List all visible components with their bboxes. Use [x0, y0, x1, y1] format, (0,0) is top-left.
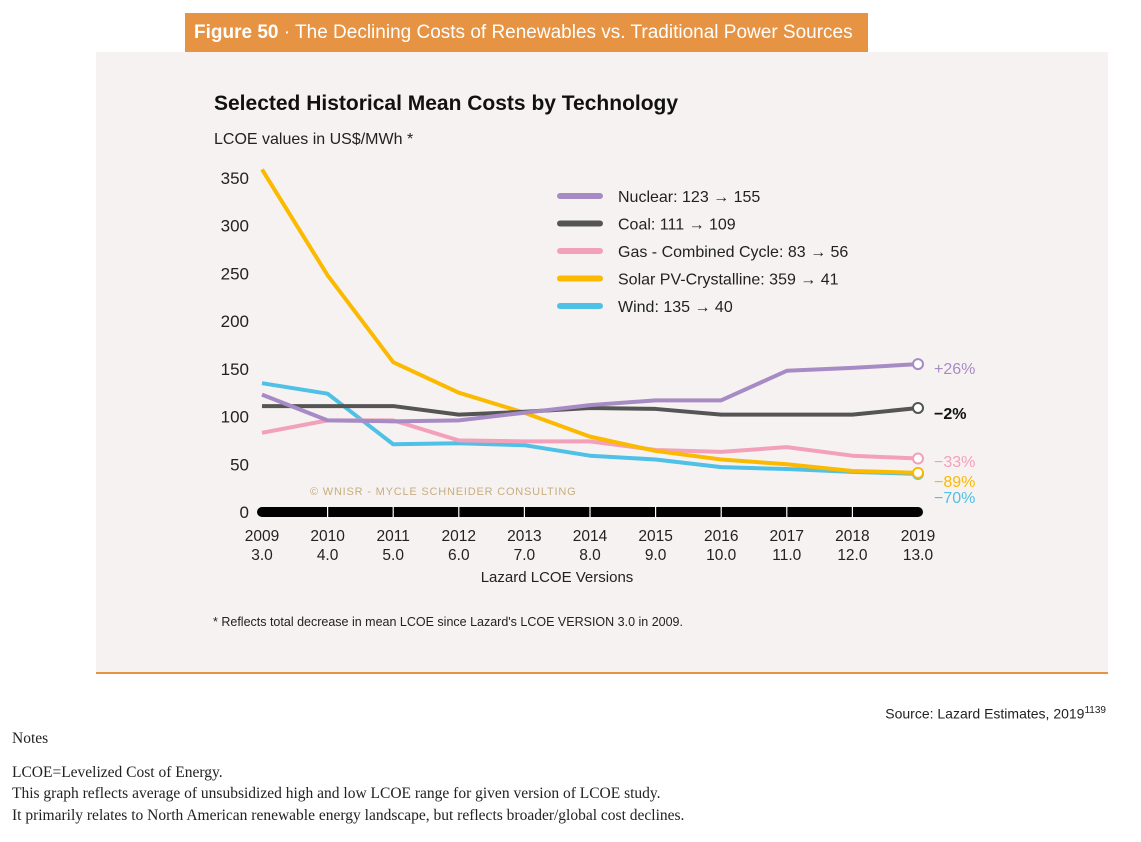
end-label-gas: −33% [934, 454, 975, 471]
source-text: Source: Lazard Estimates, 2019 [885, 705, 1085, 722]
x-tick-label-version: 5.0 [382, 547, 404, 564]
x-tick-label-version: 3.0 [251, 547, 273, 564]
x-tick-label-version: 6.0 [448, 547, 470, 564]
x-tick-label-version: 11.0 [772, 547, 801, 564]
figure-title: The Declining Costs of Renewables vs. Tr… [295, 22, 853, 43]
legend-label-solar: Solar PV-Crystalline: 359 → 41 [618, 272, 839, 289]
legend-label-nuclear: Nuclear: 123 → 155 [618, 189, 760, 206]
figure-header: Figure 50 · The Declining Costs of Renew… [185, 13, 868, 52]
y-tick-label: 300 [221, 217, 249, 236]
series-line-wind [261, 381, 919, 476]
legend-label-coal: Coal: 111 → 109 [618, 217, 736, 234]
end-label-solar: −89% [934, 474, 975, 491]
end-label-coal: −2% [934, 406, 966, 423]
data-point-nuclear [912, 358, 924, 371]
notes-heading: Notes [12, 730, 49, 747]
data-point-gas [912, 452, 924, 465]
series-line-gas [261, 418, 919, 461]
watermark: © WNISR - MYCLE SCHNEIDER CONSULTING [310, 486, 577, 498]
x-tick-label-version: 12.0 [837, 547, 868, 564]
y-tick-label: 200 [221, 312, 249, 331]
notes-line: This graph reflects average of unsubsidi… [12, 785, 661, 802]
x-tick-label: 2012 [442, 528, 476, 545]
y-tick-label: 250 [221, 264, 249, 283]
y-tick-label: 0 [240, 503, 249, 522]
x-tick-label: 2014 [573, 528, 608, 545]
x-tick-label-version: 8.0 [579, 547, 601, 564]
x-axis-label: Lazard LCOE Versions [481, 569, 634, 586]
legend-label-wind: Wind: 135 → 40 [618, 299, 733, 316]
end-label-nuclear: +26% [934, 361, 975, 378]
x-tick-label: 2017 [770, 528, 804, 545]
x-tick-label-version: 4.0 [317, 547, 339, 564]
x-tick-label-version: 13.0 [903, 547, 934, 564]
notes-line: It primarily relates to North American r… [12, 806, 685, 824]
x-tick-label: 2010 [310, 528, 345, 545]
x-tick-label-version: 9.0 [645, 547, 667, 564]
x-tick-label: 2009 [245, 528, 279, 545]
end-label-wind: −70% [934, 490, 975, 507]
x-tick-label: 2011 [377, 528, 410, 545]
notes-section: Notes LCOE=Levelized Cost of Energy. Thi… [12, 728, 684, 826]
figure-number: Figure 50 [194, 22, 279, 43]
data-point-solar [912, 466, 924, 479]
x-tick-label: 2013 [507, 528, 541, 545]
data-point-coal [912, 401, 924, 414]
y-tick-label: 100 [221, 408, 249, 427]
y-tick-label: 350 [221, 169, 249, 188]
chart-title: Selected Historical Mean Costs by Techno… [214, 92, 679, 115]
chart-panel [96, 52, 1108, 674]
x-tick-label: 2019 [901, 528, 935, 545]
x-tick-label-version: 10.0 [706, 547, 737, 564]
legend-label-gas: Gas - Combined Cycle: 83 → 56 [618, 244, 848, 261]
y-tick-label: 150 [221, 360, 249, 379]
x-tick-label: 2015 [638, 528, 672, 545]
source-ref: 1139 [1084, 705, 1106, 716]
source-citation: Source: Lazard Estimates, 20191139 [885, 705, 1106, 722]
series-line-coal [262, 404, 919, 417]
chart-subtitle: LCOE values in US$/MWh * [214, 131, 414, 148]
chart-footnote: * Reflects total decrease in mean LCOE s… [213, 615, 683, 629]
y-tick-label: 50 [230, 455, 249, 474]
figure-separator: · [278, 22, 296, 43]
x-tick-label: 2016 [704, 528, 738, 545]
x-tick-label-version: 7.0 [514, 547, 536, 564]
series-line-solar [260, 168, 919, 475]
x-tick-label: 2018 [835, 528, 869, 545]
notes-line: LCOE=Levelized Cost of Energy. [12, 763, 223, 781]
